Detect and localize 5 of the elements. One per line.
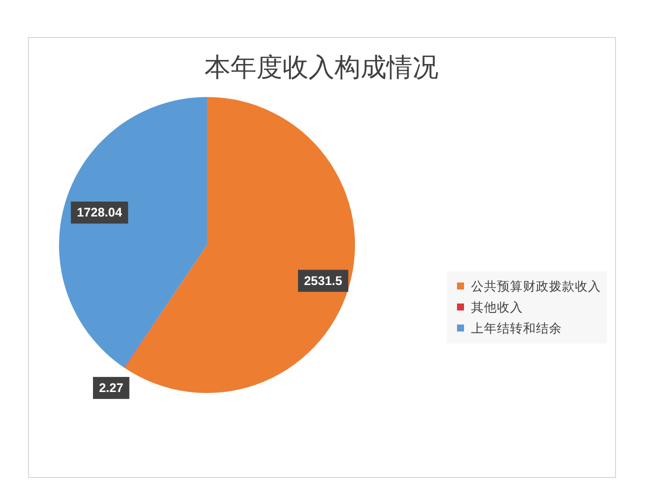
data-label: 2.27 <box>98 380 124 395</box>
data-label: 2531.5 <box>304 274 342 288</box>
legend-label: 其他收入 <box>471 300 523 314</box>
title: 本年度收入构成情况 <box>204 53 438 82</box>
data-label: 1728.04 <box>76 206 122 220</box>
